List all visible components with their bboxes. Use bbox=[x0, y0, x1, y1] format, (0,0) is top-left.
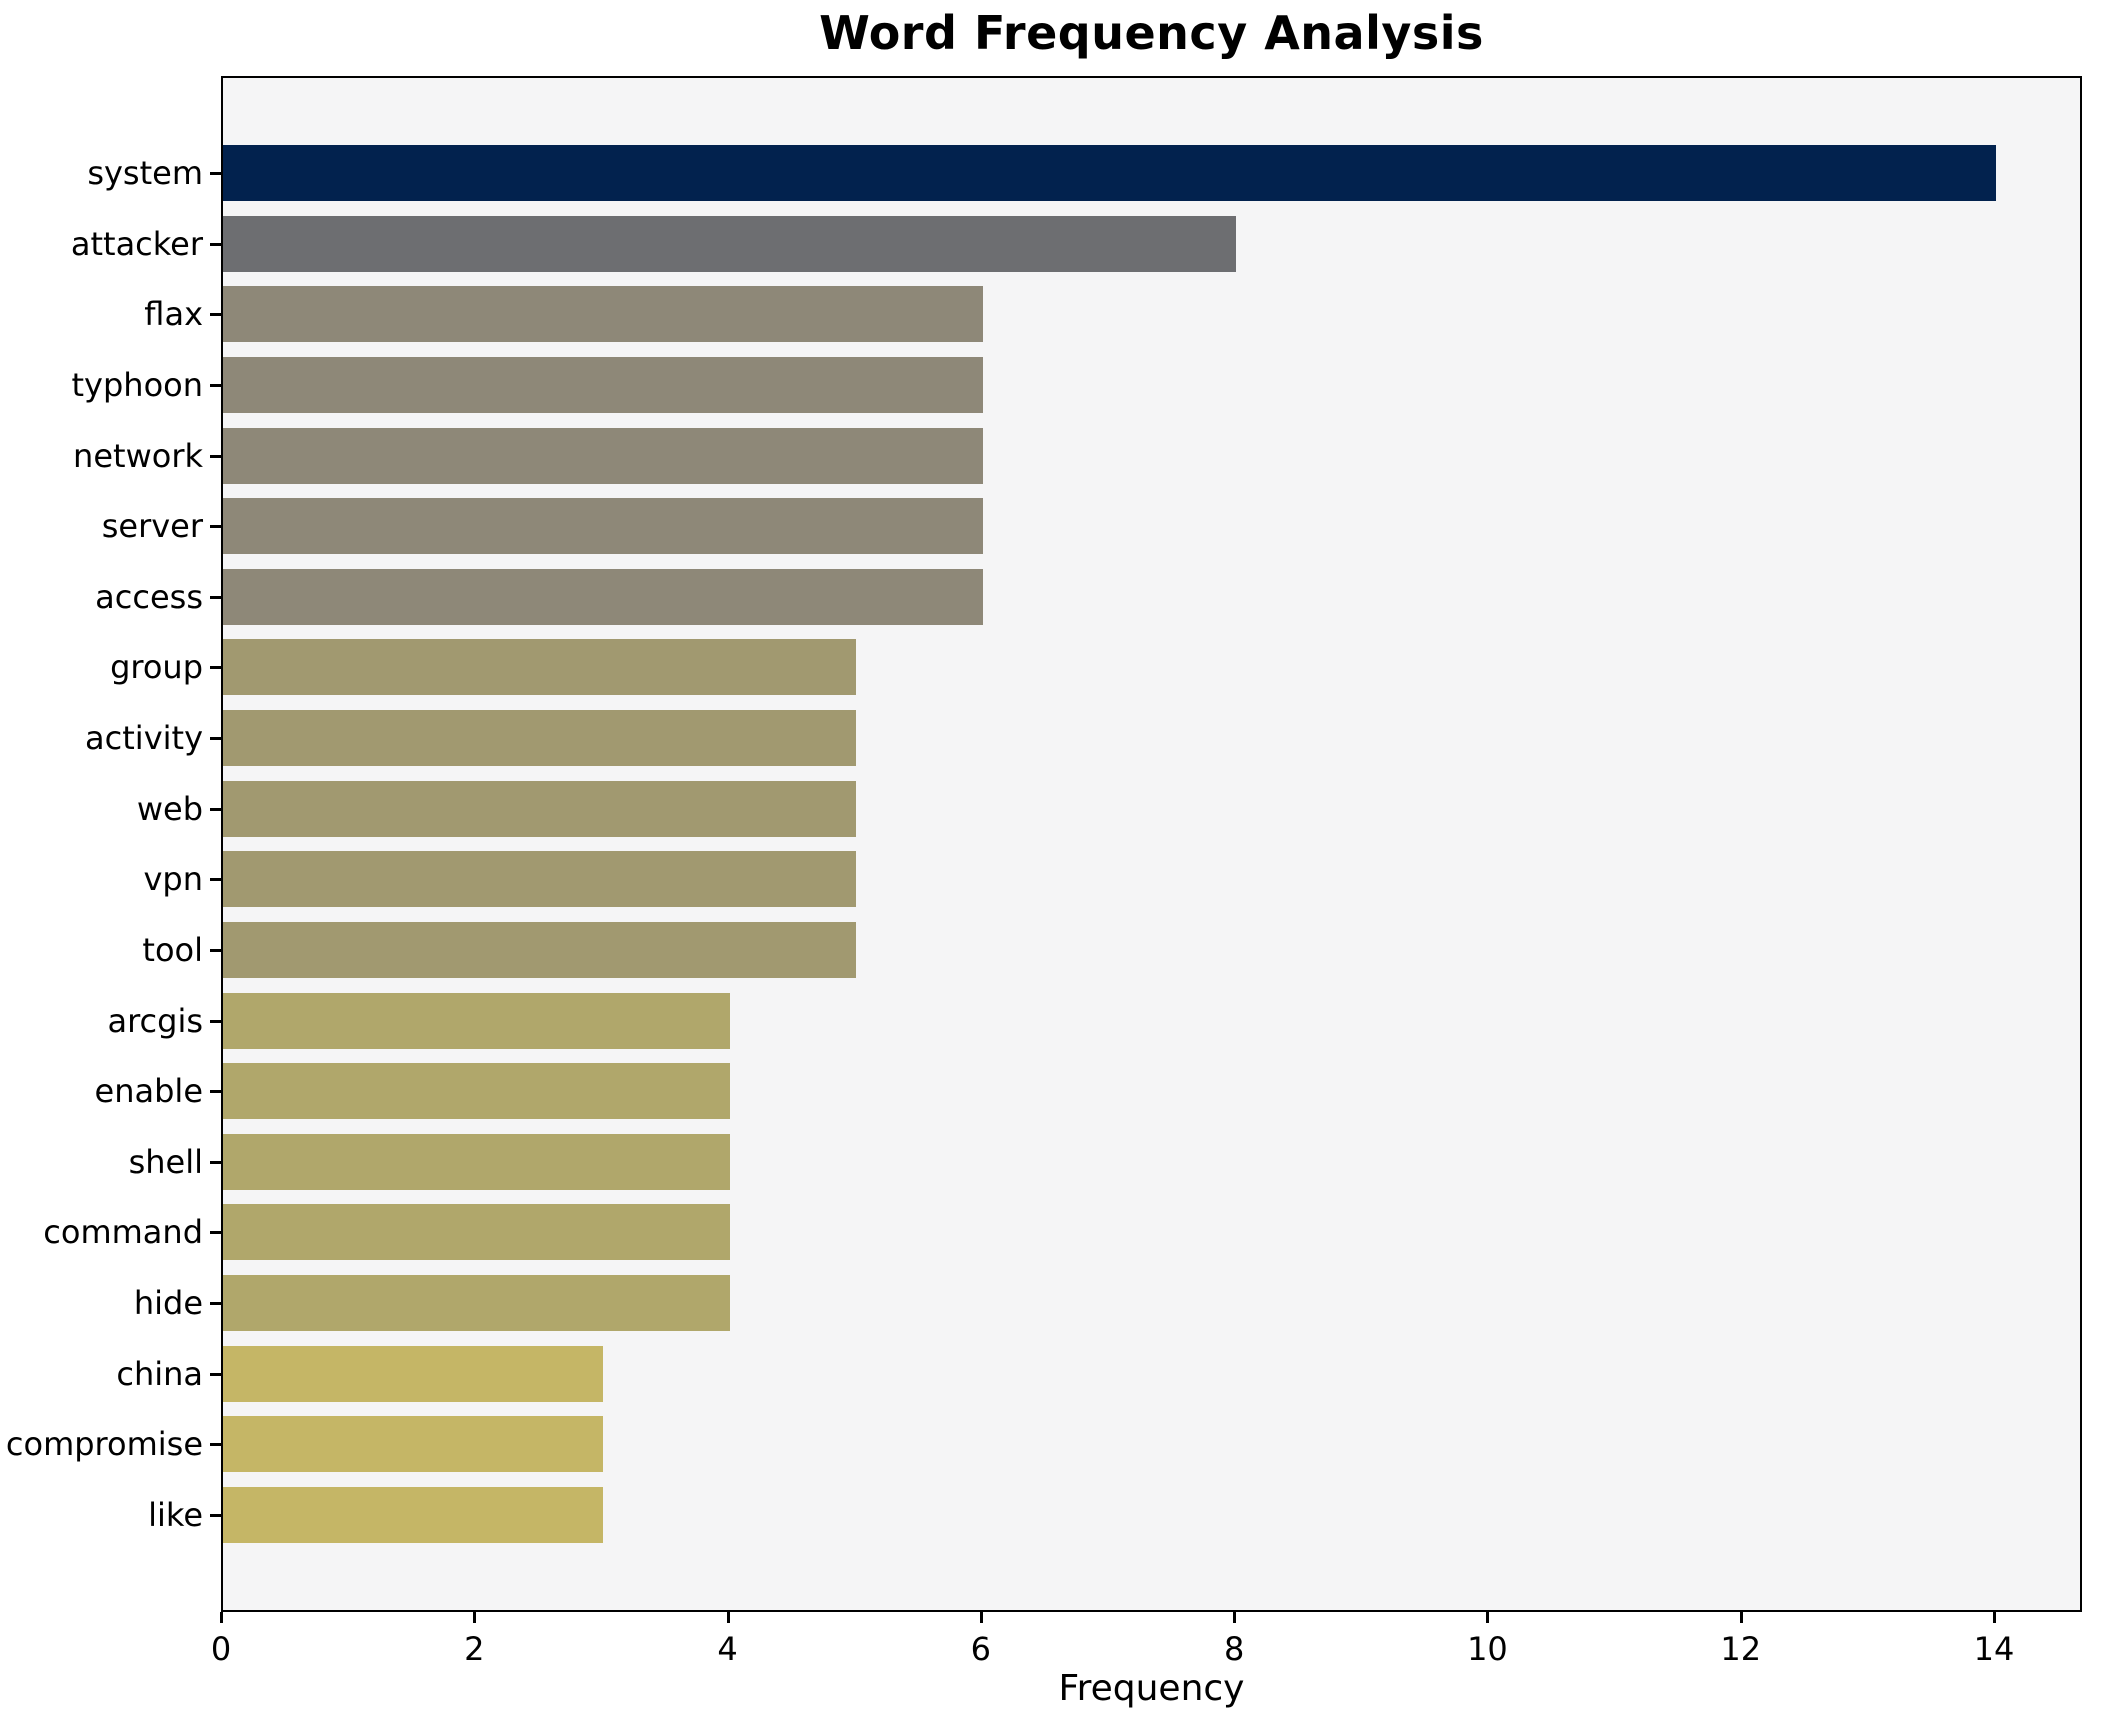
y-tick-mark bbox=[210, 454, 221, 458]
bar-arcgis bbox=[223, 992, 730, 1049]
bar-compromise bbox=[223, 1416, 603, 1473]
bar-activity bbox=[223, 710, 857, 767]
bar-web bbox=[223, 780, 857, 837]
bar-server bbox=[223, 498, 983, 555]
bar-group bbox=[223, 639, 857, 696]
bar-network bbox=[223, 427, 983, 484]
y-tick-label-server: server bbox=[101, 507, 203, 546]
y-tick-label-access: access bbox=[95, 577, 203, 616]
y-tick-mark bbox=[210, 737, 221, 741]
y-tick-mark bbox=[210, 172, 221, 175]
y-tick-label-activity: activity bbox=[85, 719, 203, 758]
x-tick-label-8: 8 bbox=[1223, 1630, 1245, 1668]
y-tick-label-flax: flax bbox=[144, 295, 203, 334]
bar-access bbox=[223, 568, 983, 625]
y-tick-label-arcgis: arcgis bbox=[107, 1001, 203, 1040]
x-tick-mark bbox=[726, 1612, 730, 1623]
y-tick-mark bbox=[210, 807, 221, 811]
x-tick-label-0: 0 bbox=[210, 1630, 232, 1668]
x-tick-label-12: 12 bbox=[1720, 1630, 1762, 1668]
y-tick-mark bbox=[210, 1090, 221, 1094]
x-tick-mark bbox=[1739, 1612, 1743, 1623]
y-tick-label-enable: enable bbox=[94, 1072, 203, 1111]
bar-hide bbox=[223, 1275, 730, 1332]
y-tick-mark bbox=[210, 383, 221, 387]
y-tick-label-group: group bbox=[110, 648, 203, 687]
y-tick-label-shell: shell bbox=[128, 1142, 203, 1181]
bar-command bbox=[223, 1204, 730, 1261]
bar-flax bbox=[223, 286, 983, 343]
y-tick-mark bbox=[210, 1231, 221, 1235]
y-tick-label-command: command bbox=[43, 1213, 203, 1252]
y-tick-mark bbox=[210, 525, 221, 529]
y-tick-mark bbox=[210, 878, 221, 882]
bar-tool bbox=[223, 921, 857, 978]
x-tick-mark bbox=[1233, 1612, 1237, 1623]
y-tick-label-network: network bbox=[73, 436, 203, 475]
x-tick-label-6: 6 bbox=[970, 1630, 992, 1668]
y-tick-mark bbox=[210, 595, 221, 599]
x-tick-mark bbox=[220, 1612, 223, 1623]
bar-shell bbox=[223, 1133, 730, 1190]
y-tick-label-like: like bbox=[148, 1495, 203, 1534]
y-tick-label-compromise: compromise bbox=[5, 1425, 203, 1464]
bar-system bbox=[223, 145, 1996, 201]
y-tick-mark bbox=[210, 1443, 221, 1447]
bar-enable bbox=[223, 1063, 730, 1120]
x-tick-label-4: 4 bbox=[717, 1630, 738, 1668]
x-tick-label-14: 14 bbox=[1973, 1630, 2015, 1668]
y-tick-mark bbox=[210, 1019, 221, 1023]
x-tick-mark bbox=[1486, 1612, 1490, 1623]
bar-like bbox=[223, 1486, 603, 1543]
y-tick-label-vpn: vpn bbox=[143, 860, 203, 899]
x-axis-title: Frequency bbox=[1058, 1668, 1245, 1709]
y-tick-mark bbox=[210, 948, 221, 952]
x-tick-mark bbox=[979, 1612, 983, 1623]
bar-china bbox=[223, 1345, 603, 1402]
y-tick-mark bbox=[210, 1160, 221, 1164]
y-tick-mark bbox=[210, 242, 221, 246]
y-tick-mark bbox=[210, 1372, 221, 1376]
y-tick-label-attacker: attacker bbox=[70, 224, 203, 263]
y-tick-label-typhoon: typhoon bbox=[71, 365, 203, 404]
plot-area bbox=[221, 76, 2082, 1612]
bar-attacker bbox=[223, 215, 1237, 272]
y-tick-label-hide: hide bbox=[133, 1284, 203, 1323]
y-tick-label-china: china bbox=[116, 1354, 203, 1393]
y-tick-label-web: web bbox=[136, 789, 203, 828]
x-tick-label-10: 10 bbox=[1467, 1630, 1508, 1668]
y-tick-mark bbox=[210, 313, 221, 317]
bar-vpn bbox=[223, 851, 857, 908]
y-tick-mark bbox=[210, 1513, 221, 1517]
y-tick-label-tool: tool bbox=[142, 930, 203, 969]
bar-typhoon bbox=[223, 356, 983, 413]
x-tick-mark bbox=[473, 1612, 477, 1623]
y-tick-mark bbox=[210, 666, 221, 670]
chart-title: Word Frequency Analysis bbox=[819, 6, 1484, 60]
x-tick-label-2: 2 bbox=[464, 1630, 485, 1668]
x-tick-mark bbox=[1993, 1612, 1996, 1623]
y-tick-mark bbox=[210, 1302, 221, 1306]
y-tick-label-system: system bbox=[87, 154, 203, 192]
